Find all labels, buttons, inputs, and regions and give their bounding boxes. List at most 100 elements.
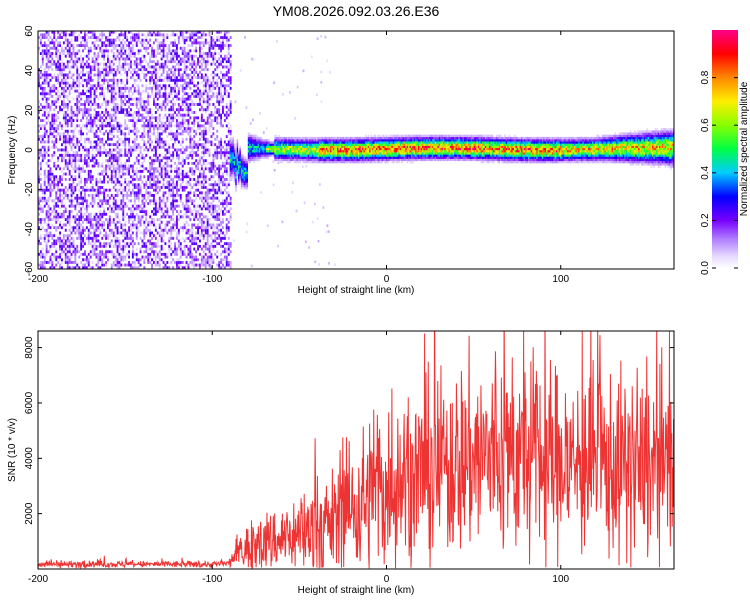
heatmap-cell xyxy=(193,60,196,64)
heatmap-cell xyxy=(74,54,77,58)
heatmap-cell xyxy=(61,188,63,192)
heatmap-cell xyxy=(49,234,52,238)
heatmap-cell xyxy=(57,226,60,230)
heatmap-cell xyxy=(72,46,75,50)
heatmap-cell xyxy=(105,231,107,235)
heatmap-cell xyxy=(174,95,176,98)
heatmap-cell xyxy=(55,52,58,55)
heatmap-cell xyxy=(189,207,192,211)
heatmap-cell xyxy=(120,137,123,141)
heatmap-cell xyxy=(214,164,217,168)
heatmap-cell xyxy=(120,223,123,227)
heatmap-cell xyxy=(84,100,86,104)
heatmap-cell xyxy=(197,244,199,248)
heatmap-cell xyxy=(45,215,48,219)
heatmap-cell xyxy=(166,164,169,168)
heatmap-cell xyxy=(222,202,224,205)
heatmap-cell xyxy=(158,188,161,192)
heatmap-cell xyxy=(107,159,109,163)
heatmap-cell xyxy=(135,247,138,251)
heatmap-cell xyxy=(220,44,222,47)
heatmap-cell xyxy=(110,97,113,101)
heatmap-cell xyxy=(84,103,86,106)
heatmap-cell xyxy=(137,52,140,55)
heatmap-cell xyxy=(141,108,144,112)
heatmap-cell xyxy=(133,111,136,114)
heatmap-cell xyxy=(84,73,86,77)
heatmap-cell xyxy=(133,172,136,176)
heatmap-cell xyxy=(218,169,221,173)
heatmap-cell xyxy=(57,255,60,259)
heatmap-cell xyxy=(84,92,86,96)
heatmap-cell xyxy=(183,239,186,243)
heatmap-cell xyxy=(212,143,215,147)
heatmap-cell xyxy=(74,52,77,55)
heatmap-cell xyxy=(99,178,102,181)
heatmap-cell xyxy=(128,231,130,235)
heatmap-cell xyxy=(166,151,169,155)
heatmap-cell xyxy=(220,143,222,147)
heatmap-cell xyxy=(70,175,73,179)
heatmap-cell xyxy=(223,31,226,34)
heatmap-cell xyxy=(139,151,142,155)
heatmap-cell xyxy=(179,62,182,66)
heatmap-cell xyxy=(187,196,190,200)
heatmap-cell xyxy=(185,73,188,77)
heatmap-cell xyxy=(185,86,188,90)
heatmap-cell xyxy=(91,178,94,181)
heatmap-cell xyxy=(107,57,109,61)
heatmap-cell xyxy=(66,65,69,69)
heatmap-cell xyxy=(229,199,232,203)
heatmap-cell xyxy=(151,244,153,248)
heatmap-cell xyxy=(66,137,69,141)
heatmap-cell xyxy=(70,226,73,230)
heatmap-cell xyxy=(116,159,119,163)
heatmap-cell xyxy=(147,70,150,74)
heatmap-cell xyxy=(153,244,155,248)
heatmap-cell xyxy=(183,116,186,120)
heatmap-cell xyxy=(130,148,132,152)
heatmap-cell xyxy=(170,242,173,246)
heatmap-cell xyxy=(160,244,163,248)
heatmap-cell xyxy=(149,231,152,235)
heatmap-cell xyxy=(47,68,50,72)
heatmap-cell xyxy=(164,148,167,152)
heatmap-cell xyxy=(70,111,73,114)
heatmap-cell xyxy=(87,78,90,82)
heatmap-cell xyxy=(107,89,109,93)
heatmap-cell xyxy=(55,65,58,69)
heatmap-cell xyxy=(87,263,90,267)
heatmap-cell xyxy=(72,266,75,269)
heatmap-cell xyxy=(49,218,52,221)
heatmap-cell xyxy=(51,210,54,213)
heatmap-cell xyxy=(87,204,90,208)
heatmap-cell xyxy=(126,191,129,195)
heatmap-cell xyxy=(53,175,56,179)
heatmap-cell xyxy=(130,167,132,171)
heatmap-cell xyxy=(216,44,219,47)
heatmap-cell xyxy=(229,266,232,269)
heatmap-cell xyxy=(64,33,67,37)
heatmap-cell xyxy=(204,242,207,246)
heatmap-cell xyxy=(147,178,150,181)
heatmap-cell xyxy=(62,215,65,219)
heatmap-cell xyxy=(176,153,178,157)
heatmap-cell xyxy=(38,178,40,181)
heatmap-cell xyxy=(128,92,130,96)
heatmap-cell xyxy=(118,263,121,267)
heatmap-cell xyxy=(139,95,142,98)
heatmap-cell xyxy=(214,148,217,152)
heatmap-cell xyxy=(118,242,121,246)
heatmap-cell xyxy=(223,65,226,69)
heatmap-cell xyxy=(78,204,81,208)
heatmap-cell xyxy=(172,191,175,195)
heatmap-cell xyxy=(41,252,44,256)
heatmap-cell xyxy=(197,180,199,184)
heatmap-cell xyxy=(195,188,198,192)
heatmap-cell xyxy=(158,31,161,34)
heatmap-cell xyxy=(216,236,219,240)
heatmap-cell xyxy=(149,119,152,122)
heatmap-cell xyxy=(59,178,61,181)
heatmap-cell xyxy=(166,57,169,61)
heatmap-cell xyxy=(74,145,77,149)
